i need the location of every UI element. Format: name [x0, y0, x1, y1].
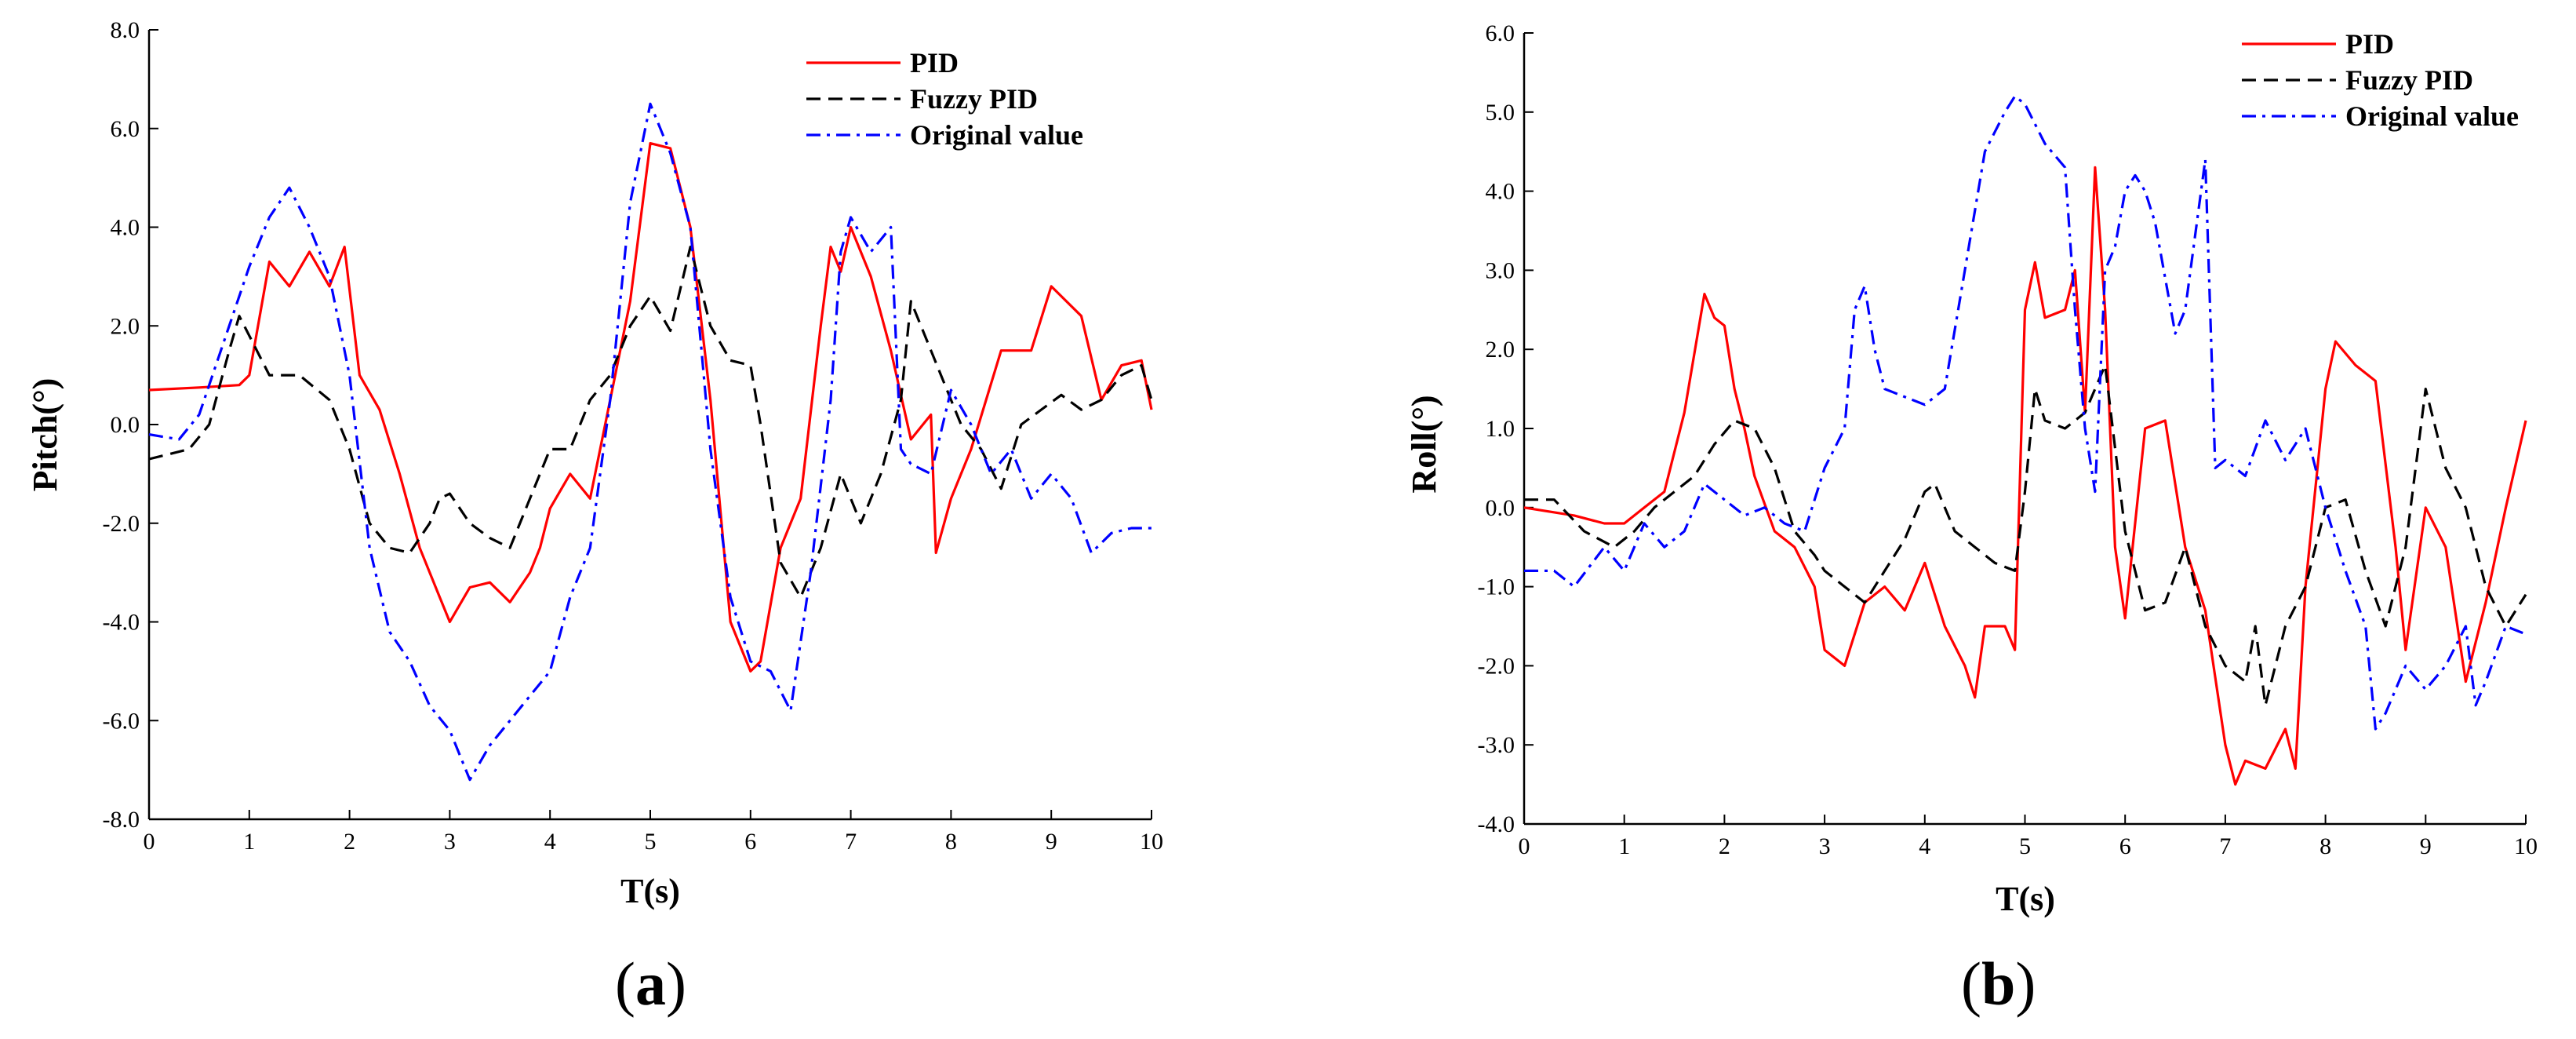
roll-x-tick-label: 2 — [1719, 833, 1730, 859]
roll-legend-label-pid: PID — [2345, 28, 2394, 60]
panel-label-b: (b) — [1961, 950, 2036, 1018]
roll-chart-panel: 0 1 2 3 4 5 6 7 8 9 10 -4.0 -3.0 -2.0 -1.0 0.0 1.0 2.0 3.0… — [1405, 20, 2538, 1018]
pitch-legend-label-pid: PID — [910, 47, 959, 78]
pitch-y-axis-label: Pitch(°) — [26, 378, 64, 492]
pitch-x-axis-label: T(s) — [620, 872, 680, 910]
roll-y-axis-label: Roll(°) — [1405, 395, 1443, 493]
roll-x-axis-label: T(s) — [1996, 880, 2055, 918]
pitch-x-tick-label: 7 — [845, 829, 857, 855]
roll-y-tick-label: 5.0 — [1486, 100, 1515, 126]
pitch-legend-label-original-value: Original value — [910, 119, 1083, 151]
pitch-chart-panel: 0 1 2 3 4 5 6 7 8 9 10 -8.0 -6.0 -4.0 -2.0 0.0 2.0 4.0 6.0… — [26, 17, 1163, 1018]
pitch-y-tick-label: 2.0 — [111, 313, 140, 339]
panel-label-a: (a) — [615, 950, 686, 1018]
roll-x-tick-label: 7 — [2219, 833, 2231, 859]
roll-x-tick-label: 8 — [2319, 833, 2331, 859]
pitch-y-tick-label: 8.0 — [111, 17, 140, 43]
pitch-x-tick-label: 10 — [1140, 829, 1163, 855]
roll-y-tick-label: -2.0 — [1478, 653, 1515, 679]
panel-label-b-letter: b — [1981, 950, 2015, 1018]
pitch-x-tick-label: 0 — [144, 829, 155, 855]
pitch-x-tick-label: 1 — [243, 829, 255, 855]
pitch-x-tick-label: 5 — [645, 829, 657, 855]
roll-y-tick-label: -1.0 — [1478, 574, 1515, 600]
roll-y-tick-label: 2.0 — [1486, 337, 1515, 363]
pitch-x-tick-label: 3 — [444, 829, 456, 855]
roll-y-tick-label: -4.0 — [1478, 811, 1515, 837]
pitch-x-tick-label: 2 — [344, 829, 355, 855]
pitch-y-tick-label: 4.0 — [111, 215, 140, 241]
pitch-series-pid-line — [148, 142, 1153, 673]
roll-y-tick-label: 1.0 — [1486, 416, 1515, 442]
roll-series-pid-line — [1523, 166, 2527, 786]
pitch-y-tick-label: -4.0 — [103, 610, 140, 636]
roll-x-tick-label: 5 — [2019, 833, 2031, 859]
pitch-series-original-value-line — [148, 102, 1152, 782]
pitch-chart-marks: 0 1 2 3 4 5 6 7 8 9 10 -8.0 -6.0 -4.0 -2.0 0.0 2.0 4.0 6.0… — [103, 17, 1164, 855]
roll-x-tick-label: 6 — [2119, 833, 2131, 859]
roll-y-tick-label: 6.0 — [1486, 20, 1515, 46]
panel-label-a-letter: a — [635, 950, 666, 1018]
pitch-legend-label-fuzzy-pid: Fuzzy PID — [910, 83, 1038, 115]
pitch-y-tick-label: 0.0 — [111, 412, 140, 438]
roll-x-tick-label: 4 — [1919, 833, 1930, 859]
roll-x-tick-label: 9 — [2420, 833, 2432, 859]
pitch-y-tick-label: -2.0 — [103, 511, 140, 537]
pitch-x-tick-label: 8 — [945, 829, 957, 855]
pitch-y-tick-label: 6.0 — [111, 116, 140, 142]
roll-legend-label-fuzzy-pid: Fuzzy PID — [2345, 64, 2473, 96]
pitch-x-tick-label: 9 — [1046, 829, 1057, 855]
roll-y-tick-label: 3.0 — [1486, 257, 1515, 283]
roll-series-fuzzy-pid-line — [1524, 363, 2527, 707]
roll-x-tick-label: 0 — [1519, 833, 1530, 859]
roll-x-tick-label: 1 — [1618, 833, 1630, 859]
roll-legend-label-original-value: Original value — [2345, 100, 2519, 132]
roll-y-tick-label: -3.0 — [1478, 732, 1515, 758]
pitch-x-tick-label: 6 — [744, 829, 756, 855]
pitch-y-tick-label: -8.0 — [103, 807, 140, 833]
roll-x-tick-label: 10 — [2514, 833, 2538, 859]
roll-x-tick-label: 3 — [1819, 833, 1831, 859]
pitch-y-tick-label: -6.0 — [103, 708, 140, 734]
roll-chart-marks: 0 1 2 3 4 5 6 7 8 9 10 -4.0 -3.0 -2.0 -1.0 0.0 1.0 2.0 3.0… — [1478, 20, 2538, 859]
roll-y-tick-label: 4.0 — [1486, 179, 1515, 205]
pitch-x-tick-label: 4 — [544, 829, 556, 855]
roll-y-tick-label: 0.0 — [1486, 495, 1515, 521]
roll-series-original-value-line — [1524, 94, 2527, 731]
pitch-series-fuzzy-pid-line — [148, 246, 1153, 599]
